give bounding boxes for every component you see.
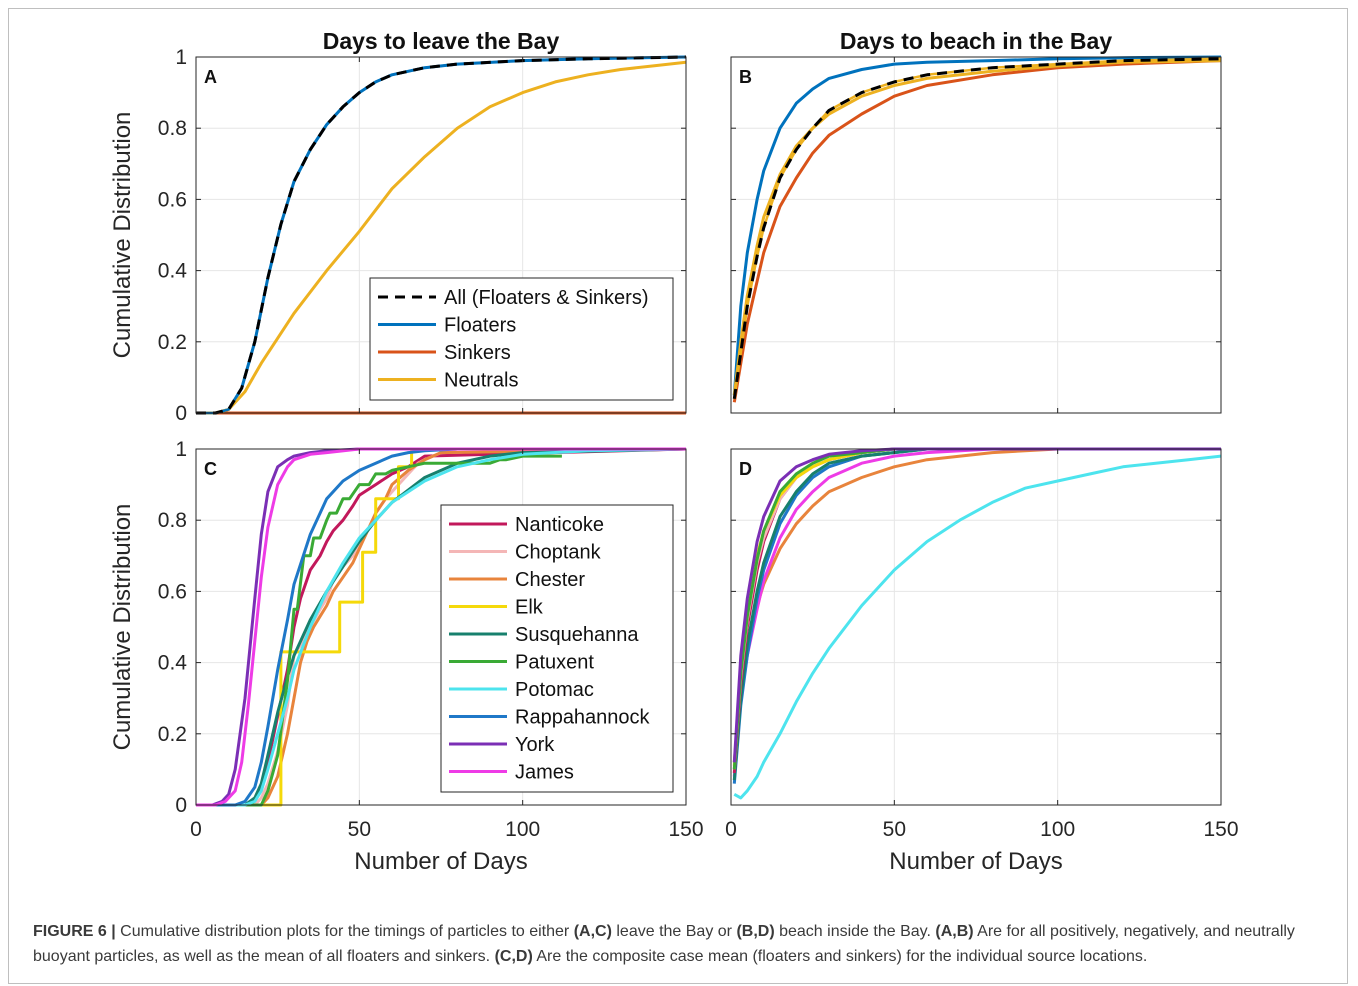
panel-d: 0 50 100 150 Number of Days D bbox=[725, 447, 1239, 875]
caption-segment: FIGURE 6 | bbox=[33, 923, 121, 940]
x-tick-label: 0 bbox=[190, 818, 202, 841]
y-tick-label: 0.2 bbox=[158, 331, 187, 354]
panel-letter: B bbox=[739, 67, 752, 87]
legend-label-sinkers: Sinkers bbox=[444, 342, 511, 364]
caption-segment: (A,B) bbox=[935, 923, 974, 940]
y-tick-label: 0 bbox=[175, 402, 187, 425]
series-line-patuxent bbox=[196, 454, 562, 807]
panel-letter: C bbox=[204, 459, 217, 479]
series-line-floaters bbox=[732, 55, 1221, 396]
panel-b: Days to beach in the Bay B bbox=[730, 28, 1222, 414]
caption-segment: (A,C) bbox=[573, 923, 612, 940]
axes-box bbox=[730, 56, 1222, 414]
legend-label-all-floaters-sinkers: All (Floaters & Sinkers) bbox=[444, 287, 649, 309]
legend: All (Floaters & Sinkers) Floaters Sinkers N… bbox=[369, 277, 674, 401]
y-axis-label: Cumulative Distribution bbox=[109, 112, 136, 359]
y-tick-label: 1 bbox=[175, 46, 187, 69]
panel-c: 0 50 100 150 0 0.2 0.4 0.6 0.8 1 Number of Days Cum… bbox=[109, 438, 704, 875]
y-tick-label: 1 bbox=[175, 438, 187, 461]
legend-label-nanticoke: Nanticoke bbox=[515, 514, 604, 536]
y-tick-label: 0.4 bbox=[158, 260, 188, 283]
legend-label-potomac: Potomac bbox=[515, 679, 594, 701]
caption-segment: beach inside the Bay. bbox=[774, 923, 936, 940]
legend-label-patuxent: Patuxent bbox=[515, 652, 594, 674]
y-tick-label: 0.6 bbox=[158, 188, 187, 211]
chart-title: Days to beach in the Bay bbox=[840, 28, 1112, 54]
figure-charts: 0 0.2 0.4 0.6 0.8 1 Days to leave the Bay Cumul… bbox=[109, 28, 1239, 875]
series-line-sinkers bbox=[732, 59, 1221, 403]
legend: Nanticoke Choptank Chester Elk Susquehanna Pa… bbox=[440, 504, 674, 793]
legend-label-choptank: Choptank bbox=[515, 542, 602, 564]
x-tick-label: 50 bbox=[348, 818, 371, 841]
x-tick-label: 150 bbox=[1203, 818, 1238, 841]
x-tick-label: 150 bbox=[668, 818, 703, 841]
series-line-potomac bbox=[733, 454, 1221, 800]
figure-frame: 0 0.2 0.4 0.6 0.8 1 Days to leave the Bay Cumul… bbox=[8, 8, 1348, 984]
x-axis-label: Number of Days bbox=[889, 848, 1062, 875]
legend-label-chester: Chester bbox=[515, 569, 585, 591]
x-tick-label: 0 bbox=[725, 818, 737, 841]
series-line-neutrals bbox=[196, 60, 686, 415]
y-tick-label: 0.4 bbox=[158, 652, 188, 675]
axes-box bbox=[730, 448, 1222, 806]
y-tick-label: 0.2 bbox=[158, 723, 187, 746]
y-tick-label: 0.8 bbox=[158, 509, 187, 532]
figure-caption: FIGURE 6 | Cumulative distribution plots… bbox=[33, 919, 1349, 969]
x-tick-label: 100 bbox=[1040, 818, 1075, 841]
legend-label-rappahannock: Rappahannock bbox=[515, 707, 651, 729]
legend-label-neutrals: Neutrals bbox=[444, 370, 518, 392]
panel-letter: D bbox=[739, 459, 752, 479]
caption-segment: (B,D) bbox=[736, 923, 775, 940]
y-tick-label: 0 bbox=[175, 794, 187, 817]
plot-area bbox=[731, 57, 1221, 413]
series-line-all-floaters-sinkers bbox=[732, 57, 1221, 400]
legend-label-james: James bbox=[515, 762, 574, 784]
series-group bbox=[732, 55, 1221, 403]
series-line-all-floaters-sinkers bbox=[196, 55, 686, 415]
series-line-potomac bbox=[196, 447, 686, 807]
series-group bbox=[196, 447, 686, 807]
caption-segment: Are for all positively, negatively, and … bbox=[33, 923, 1295, 965]
plot-area bbox=[731, 449, 1221, 805]
caption-segment: Are the composite case mean (floaters an… bbox=[532, 948, 1148, 965]
legend-label-susquehanna: Susquehanna bbox=[515, 624, 639, 646]
series-line-james bbox=[196, 447, 686, 807]
axes-box bbox=[195, 56, 687, 414]
chart-title: Days to leave the Bay bbox=[323, 28, 560, 54]
y-tick-label: 0.8 bbox=[158, 117, 187, 140]
x-tick-label: 50 bbox=[883, 818, 906, 841]
y-tick-label: 0.6 bbox=[158, 580, 187, 603]
caption-segment: leave the Bay or bbox=[611, 923, 737, 940]
legend-label-york: York bbox=[515, 734, 555, 756]
x-tick-label: 100 bbox=[505, 818, 540, 841]
panel-letter: A bbox=[204, 67, 217, 87]
caption-segment: Cumulative distribution plots for the ti… bbox=[120, 923, 574, 940]
caption-segment: (C,D) bbox=[494, 948, 533, 965]
x-axis-label: Number of Days bbox=[354, 848, 527, 875]
legend-label-floaters: Floaters bbox=[444, 315, 516, 337]
y-axis-label: Cumulative Distribution bbox=[109, 504, 136, 751]
legend-label-elk: Elk bbox=[515, 597, 544, 619]
axes-box bbox=[195, 448, 687, 806]
series-line-rappahannock bbox=[196, 447, 686, 807]
panel-a: 0 0.2 0.4 0.6 0.8 1 Days to leave the Bay Cumul… bbox=[109, 28, 687, 425]
